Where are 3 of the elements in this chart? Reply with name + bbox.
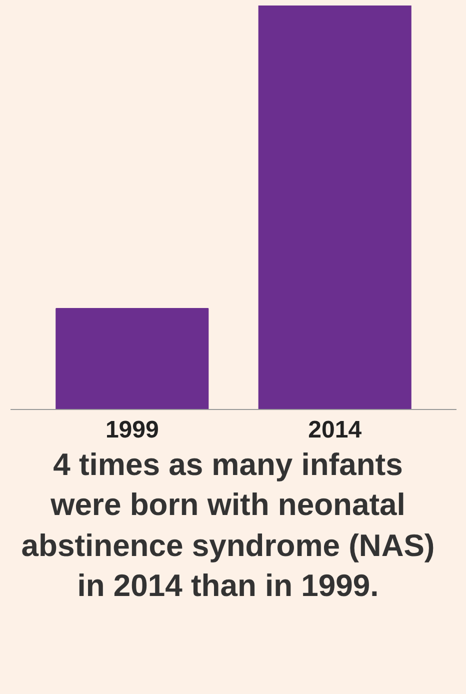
text: 4 times as many infants were born with neonatal abstinence syndrome (NAS) in 2014 than in 1999.: [20, 446, 436, 605]
x-tick-label: 1999: [105, 416, 159, 444]
x-tick-label: 2014: [308, 416, 362, 444]
